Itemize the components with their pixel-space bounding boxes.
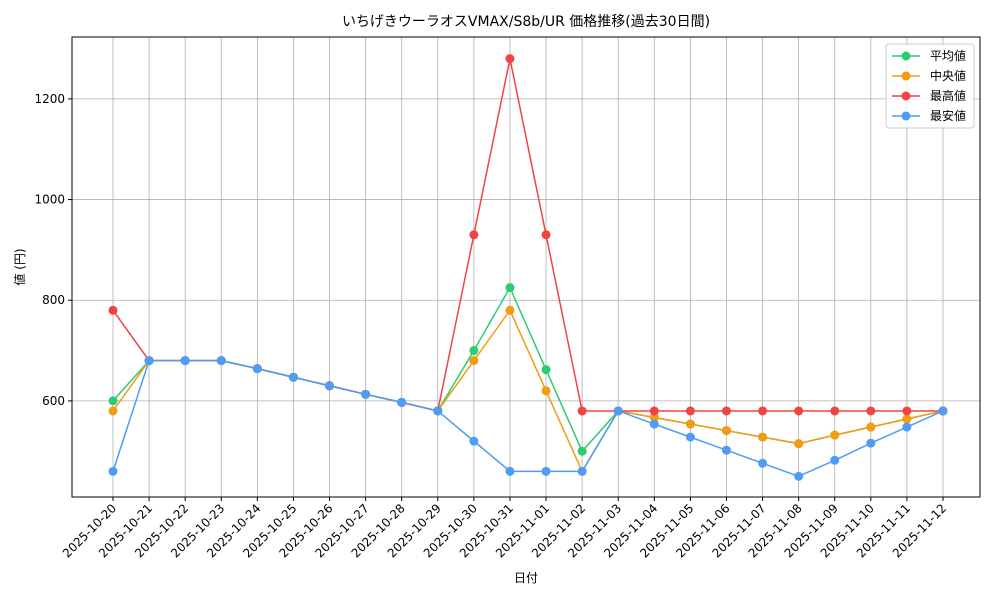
point xyxy=(541,230,551,240)
point xyxy=(902,414,912,424)
point xyxy=(721,445,731,455)
point xyxy=(108,406,118,416)
point xyxy=(108,396,118,406)
point xyxy=(649,412,659,422)
y-tick-label: 800 xyxy=(42,293,65,307)
point xyxy=(577,446,587,456)
legend-marker xyxy=(901,51,911,61)
point xyxy=(541,386,551,396)
point xyxy=(505,54,515,64)
point xyxy=(830,430,840,440)
legend-label: 平均値 xyxy=(930,48,966,63)
point xyxy=(721,406,731,416)
point xyxy=(433,406,443,416)
legend-marker xyxy=(901,91,911,101)
point xyxy=(758,432,768,442)
point xyxy=(902,422,912,432)
point xyxy=(469,356,479,366)
y-axis-label: 値 (円) xyxy=(12,248,27,285)
point xyxy=(830,455,840,465)
point xyxy=(505,466,515,476)
y-tick-label: 600 xyxy=(42,394,65,408)
point xyxy=(216,356,226,366)
point xyxy=(685,432,695,442)
y-tick-label: 1200 xyxy=(34,92,65,106)
point xyxy=(288,372,298,382)
point xyxy=(180,356,190,366)
point xyxy=(505,283,515,293)
point xyxy=(108,466,118,476)
point xyxy=(144,356,154,366)
point xyxy=(866,406,876,416)
point xyxy=(613,406,623,416)
y-tick-label: 1000 xyxy=(34,193,65,207)
plot-frame xyxy=(71,36,981,498)
chart-title: いちげきウーラオスVMAX/S8b/UR 価格推移(過去30日間) xyxy=(342,14,710,30)
point xyxy=(108,305,118,315)
legend-label: 最高値 xyxy=(930,88,966,103)
point xyxy=(758,458,768,468)
point xyxy=(325,381,335,391)
point xyxy=(830,406,840,416)
legend-box xyxy=(885,43,975,129)
point xyxy=(758,406,768,416)
point xyxy=(505,305,515,315)
series-line xyxy=(112,359,944,478)
point xyxy=(902,406,912,416)
point xyxy=(577,406,587,416)
point xyxy=(469,230,479,240)
point xyxy=(649,406,659,416)
point xyxy=(649,419,659,429)
point xyxy=(721,426,731,436)
point xyxy=(794,406,804,416)
point xyxy=(541,365,551,375)
point xyxy=(866,438,876,448)
point xyxy=(794,439,804,449)
point xyxy=(361,389,371,399)
legend-marker xyxy=(901,71,911,81)
legend-marker xyxy=(901,111,911,121)
point xyxy=(577,466,587,476)
point xyxy=(541,466,551,476)
point xyxy=(469,346,479,356)
point xyxy=(794,471,804,481)
point xyxy=(685,419,695,429)
point xyxy=(252,364,262,374)
point xyxy=(866,422,876,432)
point xyxy=(685,406,695,416)
point xyxy=(397,397,407,407)
x-axis-label: 日付 xyxy=(514,571,538,585)
point xyxy=(469,436,479,446)
point xyxy=(938,406,948,416)
legend-label: 最安値 xyxy=(930,108,966,123)
legend-label: 中央値 xyxy=(930,68,966,83)
